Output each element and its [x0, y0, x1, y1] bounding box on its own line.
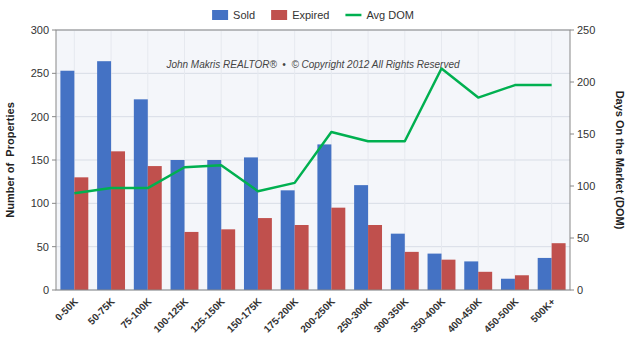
tick-label: 300: [31, 24, 49, 36]
tick: [52, 290, 56, 291]
tick-label: 0: [577, 284, 583, 296]
bar: [281, 190, 295, 290]
grid-line: [56, 246, 570, 247]
tick: [52, 160, 56, 161]
bar: [134, 99, 148, 290]
legend-label: Expired: [292, 9, 329, 21]
bar: [221, 229, 235, 290]
bar: [538, 258, 552, 290]
category-label: 350-400K: [408, 295, 447, 334]
bar: [478, 272, 492, 290]
bar: [442, 260, 456, 290]
category-label: 450-500K: [482, 295, 521, 334]
tick: [52, 203, 56, 204]
bar: [368, 225, 382, 290]
legend-item: Sold: [212, 9, 255, 21]
bar: [391, 234, 405, 290]
grid-line: [478, 30, 479, 290]
bar: [171, 160, 185, 290]
legend-swatch: [212, 10, 228, 20]
tick-label: 100: [31, 197, 49, 209]
tick-label: 250: [577, 24, 595, 36]
bar: [501, 279, 515, 290]
bar: [317, 144, 331, 290]
tick: [570, 30, 574, 31]
chart-container: 0501001502002503000501001502002500-50K50…: [0, 0, 628, 354]
grid-line: [56, 160, 570, 161]
tick-label: 150: [577, 128, 595, 140]
legend-item: Expired: [271, 9, 329, 21]
category-label: 175-200K: [261, 295, 300, 334]
bar: [97, 61, 111, 290]
y2-axis-title: Days On the Market (DOM): [614, 91, 626, 230]
tick-label: 50: [37, 241, 49, 253]
grid-line: [514, 30, 515, 290]
tick: [570, 290, 574, 291]
bar: [207, 160, 221, 290]
bar: [354, 185, 368, 290]
grid-line: [56, 73, 570, 74]
category-label: 250-300K: [335, 295, 374, 334]
bar: [244, 157, 258, 290]
bar: [552, 243, 566, 290]
data-marks: [60, 61, 565, 290]
category-label: 125-150K: [188, 295, 227, 334]
bar: [331, 208, 345, 290]
line: [74, 68, 551, 193]
annotation: John Makris REALTOR® • © Copyright 2012 …: [165, 59, 460, 70]
grid-line: [56, 116, 570, 117]
bar: [295, 225, 309, 290]
y-axis-title: Number of Properties: [4, 102, 16, 218]
category-label: 50-75K: [86, 295, 118, 327]
bar: [464, 261, 478, 290]
category-label: 75-100K: [119, 295, 154, 330]
bar: [405, 252, 419, 290]
legend: Sold Expired Avg DOM: [212, 9, 414, 21]
tick: [570, 82, 574, 83]
tick-label: 0: [43, 284, 49, 296]
bar: [111, 151, 125, 290]
tick-label: 250: [31, 67, 49, 79]
category-label: 500K+: [528, 296, 557, 325]
category-label: 200-250K: [298, 295, 337, 334]
bar: [428, 254, 442, 290]
tick-label: 150: [31, 154, 49, 166]
tick-label: 200: [31, 111, 49, 123]
tick-label: 100: [577, 180, 595, 192]
tick-label: 200: [577, 76, 595, 88]
bar: [185, 232, 199, 290]
tick: [52, 73, 56, 74]
plot-frame: [56, 30, 570, 290]
tick: [52, 116, 56, 117]
legend-label: Avg DOM: [366, 9, 413, 21]
legend-swatch: [345, 14, 361, 17]
category-label: 300-350K: [372, 295, 411, 334]
legend-label: Sold: [233, 9, 255, 21]
tick: [570, 134, 574, 135]
category-label: 0-50K: [53, 295, 81, 323]
bar: [60, 71, 74, 290]
tick: [570, 238, 574, 239]
category-label: 100-125K: [151, 295, 190, 334]
category-label: 150-175K: [225, 295, 264, 334]
bar: [515, 275, 529, 290]
grid: [56, 30, 570, 290]
category-label: 400-450K: [445, 295, 484, 334]
tick: [570, 186, 574, 187]
legend-swatch: [271, 10, 287, 20]
grid-line: [56, 203, 570, 204]
chart-svg: 0501001502002503000501001502002500-50K50…: [0, 0, 628, 354]
axes: 0501001502002503000501001502002500-50K50…: [31, 24, 596, 335]
tick: [52, 246, 56, 247]
bar: [258, 218, 272, 290]
plot-area: [56, 30, 570, 290]
tick-label: 50: [577, 232, 589, 244]
legend-item: Avg DOM: [345, 9, 413, 21]
tick: [52, 30, 56, 31]
